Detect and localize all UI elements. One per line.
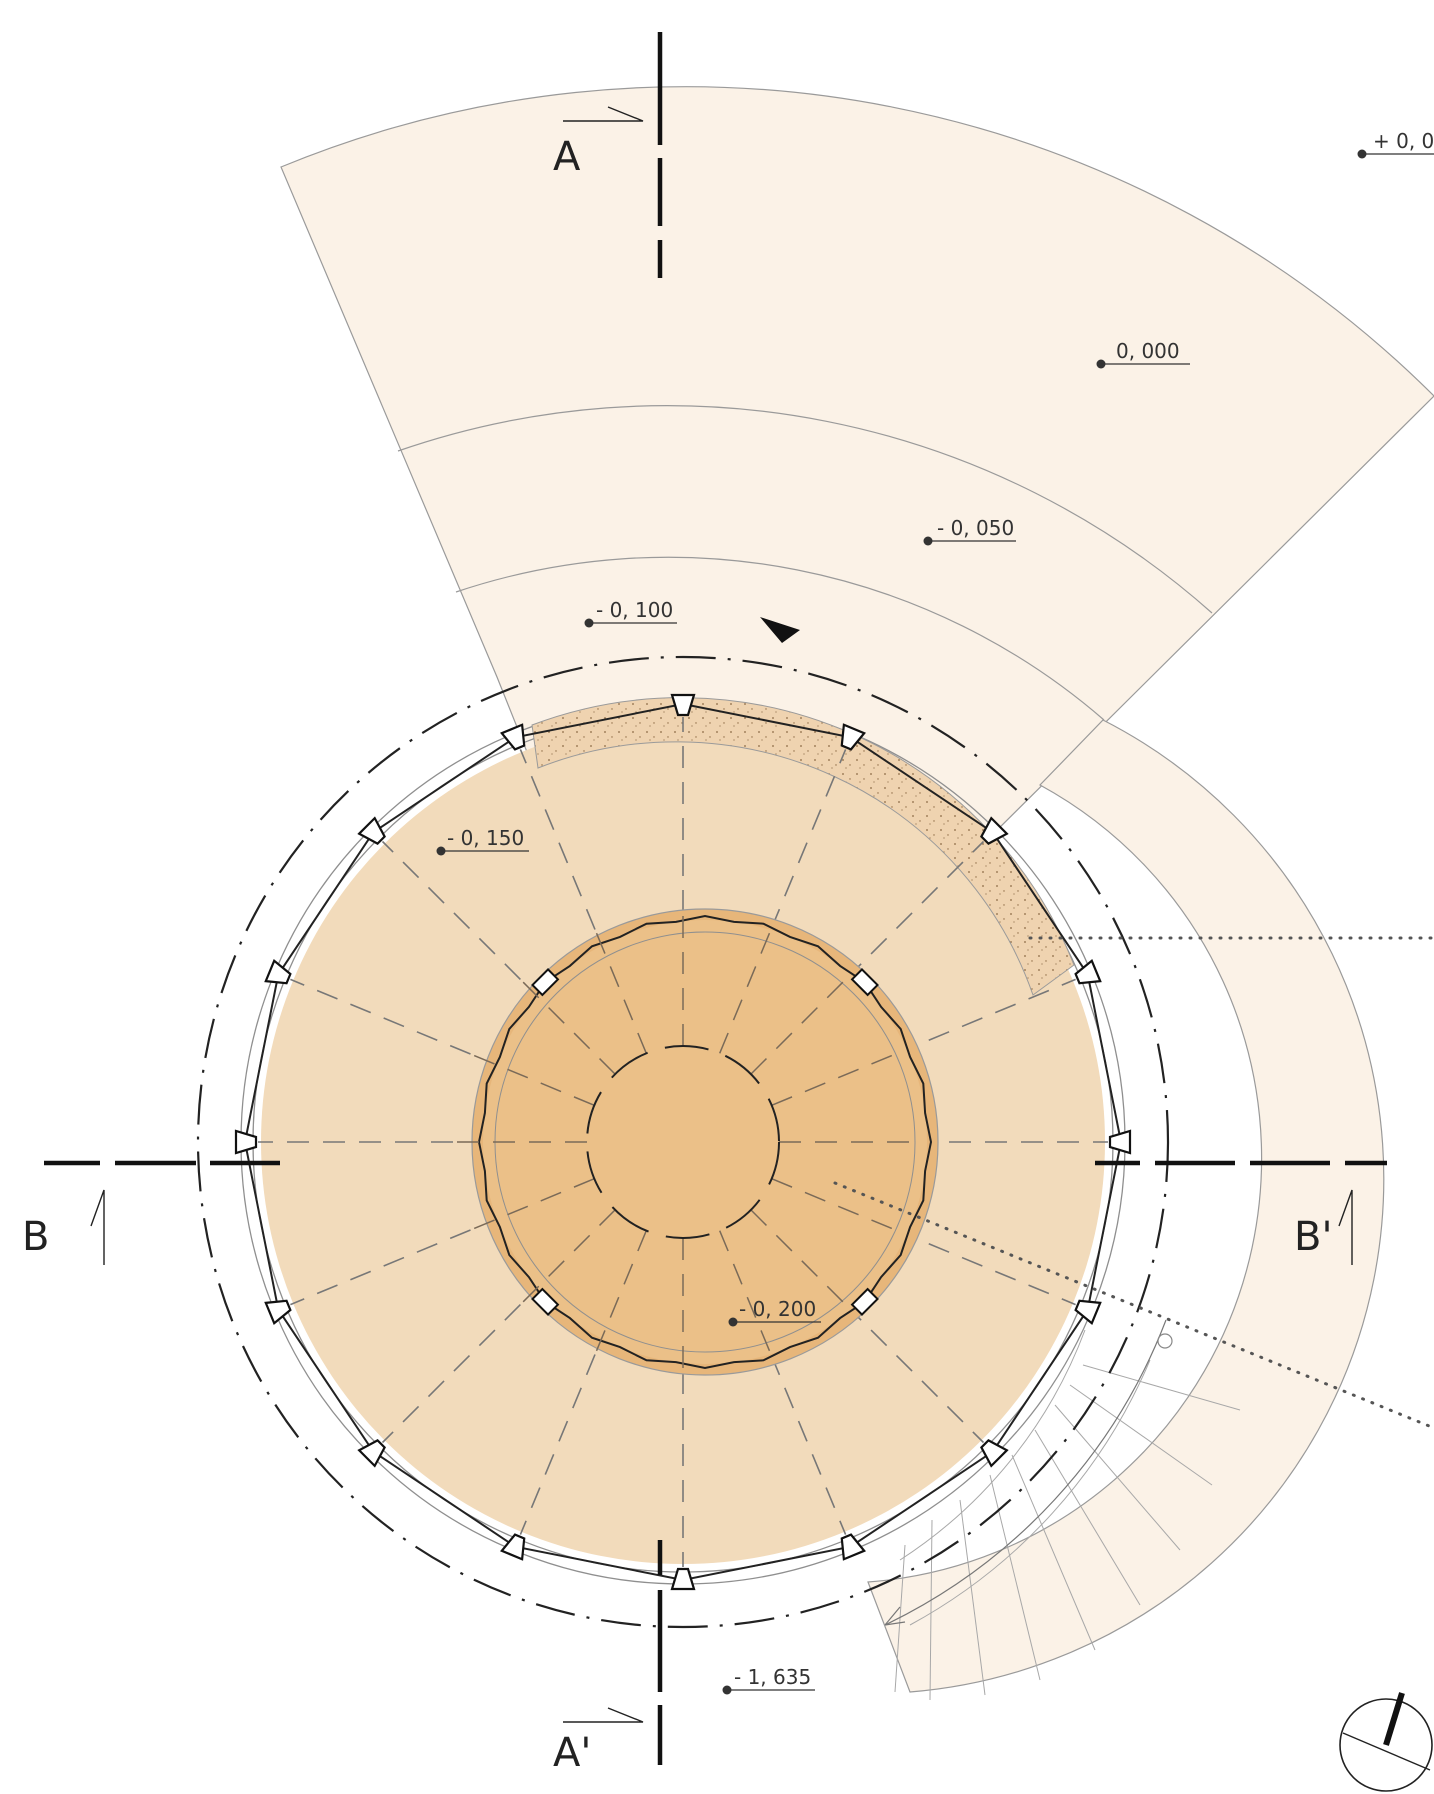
entrance-arrow — [760, 617, 800, 643]
svg-text:0, 000: 0, 000 — [1116, 339, 1180, 363]
column-marker — [1108, 1129, 1132, 1155]
svg-text:- 0, 200: - 0, 200 — [739, 1297, 816, 1321]
inner-radial-line — [771, 1053, 896, 1106]
terrace-step-line-2 — [455, 556, 1105, 721]
inner-radial-line — [719, 929, 772, 1054]
section-label-A: A — [553, 134, 581, 180]
gravel-strip — [531, 697, 1075, 996]
inner-radial-line — [470, 1053, 595, 1106]
section-label-B-prime: B' — [1294, 1214, 1332, 1260]
inner-radial-line — [519, 1209, 616, 1306]
column-marker — [840, 1533, 866, 1561]
radial-line — [895, 978, 1076, 1055]
column-marker — [500, 723, 526, 751]
outer-boundary-circle — [196, 655, 1170, 1629]
column-marker — [670, 1567, 696, 1591]
inner-radial-line — [750, 978, 847, 1075]
level-marker-plus-0-050: + 0, 050 — [1357, 129, 1434, 159]
radial-line — [519, 1354, 596, 1535]
column-marker — [234, 1129, 258, 1155]
column-marker — [980, 816, 1009, 845]
column-marker — [1074, 959, 1102, 985]
inner-radial-line — [519, 978, 616, 1075]
radial-line — [519, 749, 596, 930]
section-A-arrow — [563, 106, 644, 122]
inner-column-marker — [850, 968, 879, 997]
inner-radial-line — [750, 1209, 847, 1306]
column-marker — [670, 693, 696, 717]
section-label-B: B — [22, 1214, 49, 1260]
radial-line — [770, 749, 847, 930]
level-marker-minus-0-200: - 0, 200 — [728, 1297, 821, 1327]
section-B-arrow — [90, 1189, 105, 1265]
inner-radial-line — [771, 1178, 896, 1231]
inner-column-markers — [531, 968, 879, 1316]
stair-start-marker — [1157, 1333, 1173, 1349]
north-arrow-icon — [1339, 1692, 1433, 1792]
svg-text:- 0, 150: - 0, 150 — [447, 826, 524, 850]
section-A-prime-arrow — [563, 1707, 644, 1723]
radial-line — [290, 1229, 471, 1306]
inner-column-marker — [850, 1287, 879, 1316]
level-marker-minus-0-100: - 0, 100 — [584, 598, 677, 628]
ramp-band — [867, 719, 1385, 1693]
radial-line — [895, 1229, 1076, 1306]
svg-text:+ 0, 050: + 0, 050 — [1373, 129, 1434, 153]
column-markers — [234, 693, 1132, 1591]
inner-radial-line — [594, 929, 647, 1054]
inner-column-marker — [531, 1287, 560, 1316]
column-marker — [264, 959, 292, 985]
svg-text:- 0, 100: - 0, 100 — [596, 598, 673, 622]
section-B-prime-arrow — [1338, 1189, 1353, 1265]
column-marker — [357, 1439, 386, 1468]
leader-line-lower — [833, 1181, 1434, 1430]
column-marker — [1074, 1299, 1102, 1325]
level-marker-minus-0-150: - 0, 150 — [436, 826, 529, 856]
inner-radial-lines — [453, 912, 913, 1372]
radial-grid-lines — [258, 717, 1108, 1567]
column-marker — [264, 1299, 292, 1325]
radial-line — [381, 840, 521, 980]
terrace-step-line-1 — [397, 405, 1213, 614]
section-label-A-prime: A' — [553, 1730, 591, 1776]
column-marker — [357, 816, 386, 845]
inner-radial-line — [470, 1178, 595, 1231]
inner-radial-line — [719, 1230, 772, 1355]
central-circle — [586, 1045, 780, 1239]
column-marker — [980, 1439, 1009, 1468]
inner-radial-line — [594, 1230, 647, 1355]
stair-treads — [894, 1329, 1241, 1701]
stair-arrowhead — [884, 1606, 906, 1626]
stair-direction-arrow — [884, 1319, 1167, 1626]
svg-text:- 1, 635: - 1, 635 — [734, 1665, 811, 1689]
radial-line — [770, 1354, 847, 1535]
radial-line — [845, 1304, 985, 1444]
svg-text:- 0, 050: - 0, 050 — [937, 516, 1014, 540]
terrace-sector — [280, 86, 1434, 1144]
level-marker-minus-0-050: - 0, 050 — [923, 516, 1016, 546]
radial-line — [290, 978, 471, 1055]
inner-column-marker — [531, 968, 560, 997]
radial-line — [381, 1304, 521, 1444]
radial-line — [845, 840, 985, 980]
column-marker — [500, 1533, 526, 1561]
inner-floor — [483, 920, 927, 1364]
level-marker-minus-1-635: - 1, 635 — [722, 1665, 815, 1695]
level-marker-0-000: 0, 000 — [1096, 339, 1190, 369]
column-marker — [840, 723, 866, 751]
